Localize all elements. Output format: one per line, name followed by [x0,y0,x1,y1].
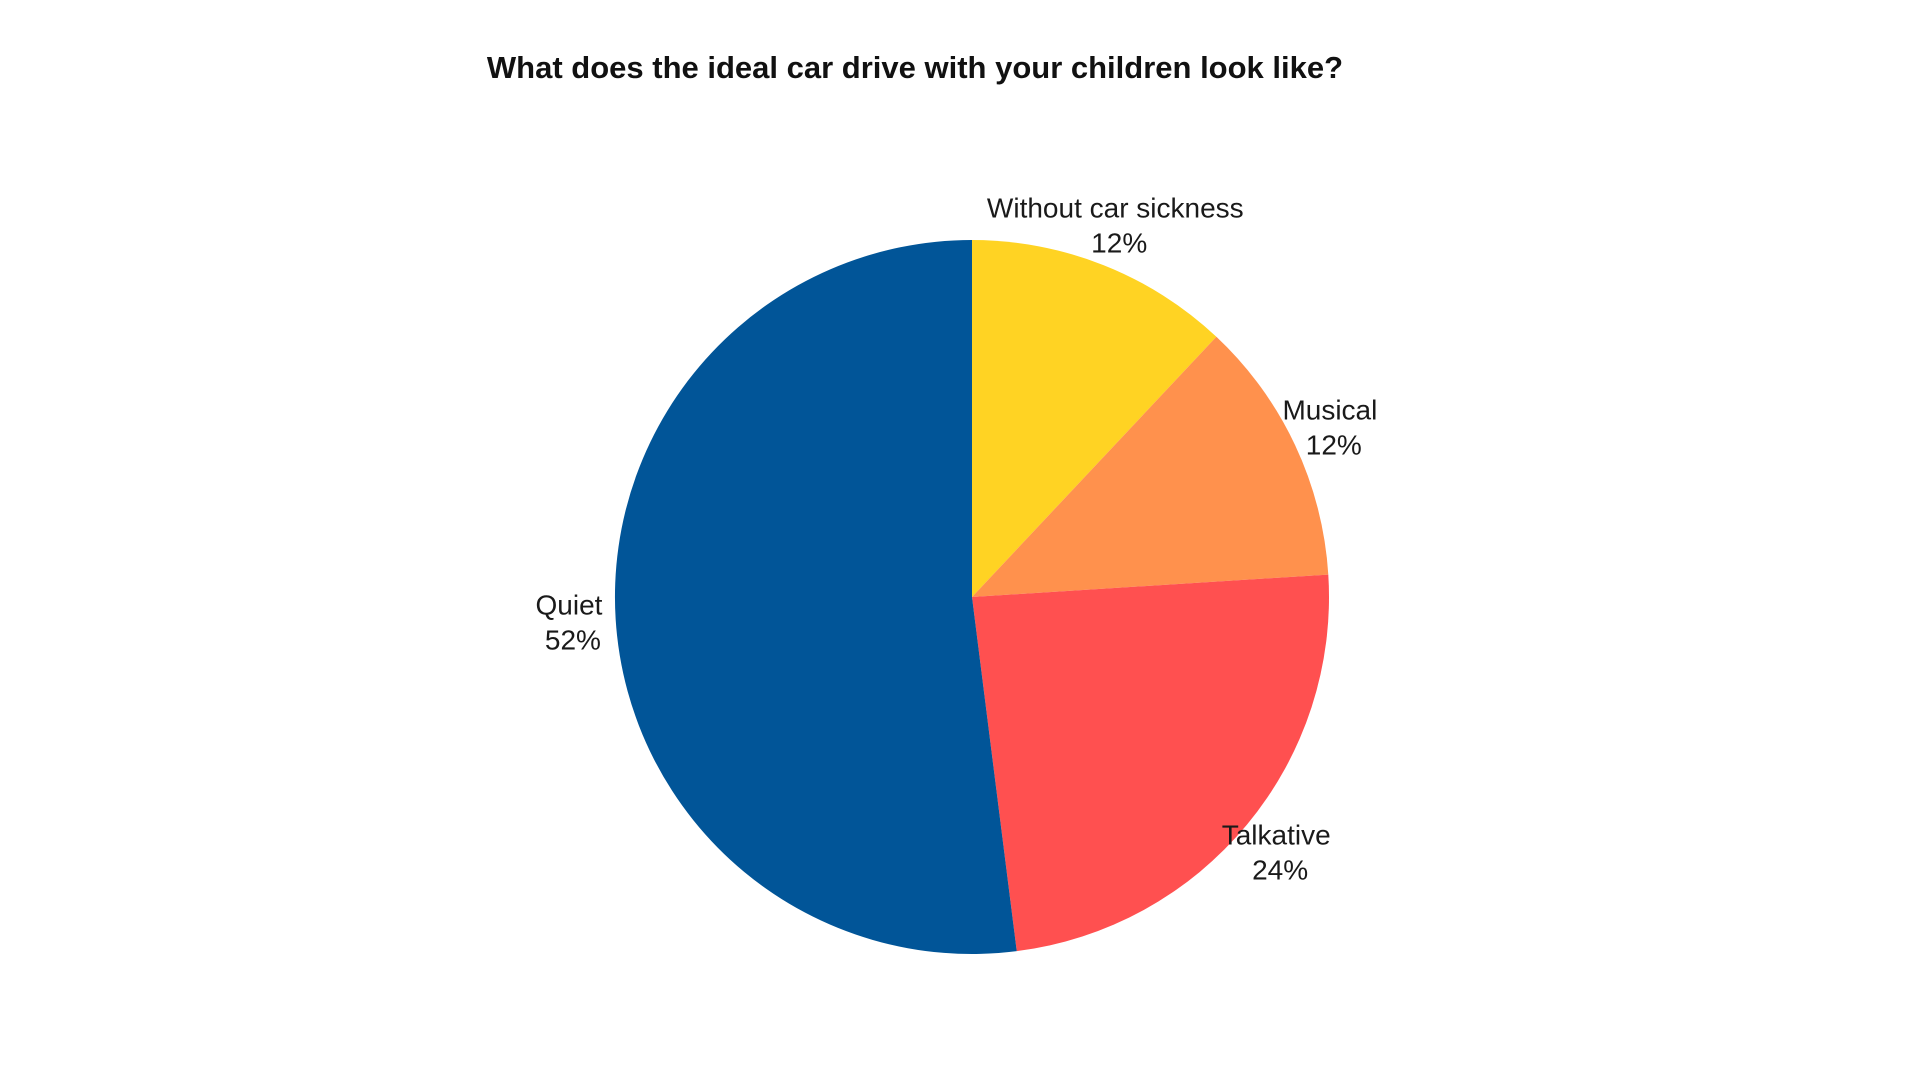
chart-title: What does the ideal car drive with your … [486,50,1344,85]
slice-percent: 12% [1091,228,1147,259]
slice-label-without-car-sickness: Without car sickness 12% [987,193,1252,259]
slice-percent: 24% [1252,854,1308,885]
slice-name: Without car sickness [987,193,1244,224]
pie-slice-talkative [972,574,1330,952]
slice-percent: 52% [545,625,601,656]
pie-slice-without-car-sickness [972,240,1217,597]
pie-labels: Without car sickness 12% Musical 12% Tal… [536,193,1385,886]
slice-name: Musical [1282,394,1377,425]
slice-name: Quiet [536,590,603,621]
slice-name: Talkative [1222,819,1331,850]
pie-slice-musical [972,336,1329,597]
slice-label-musical: Musical 12% [1282,394,1385,460]
pie-slice-quiet [614,240,1017,954]
slice-label-quiet: Quiet 52% [536,590,611,656]
pie-slices [614,240,1330,954]
slice-percent: 12% [1306,429,1362,460]
slice-label-talkative: Talkative 24% [1222,819,1339,885]
